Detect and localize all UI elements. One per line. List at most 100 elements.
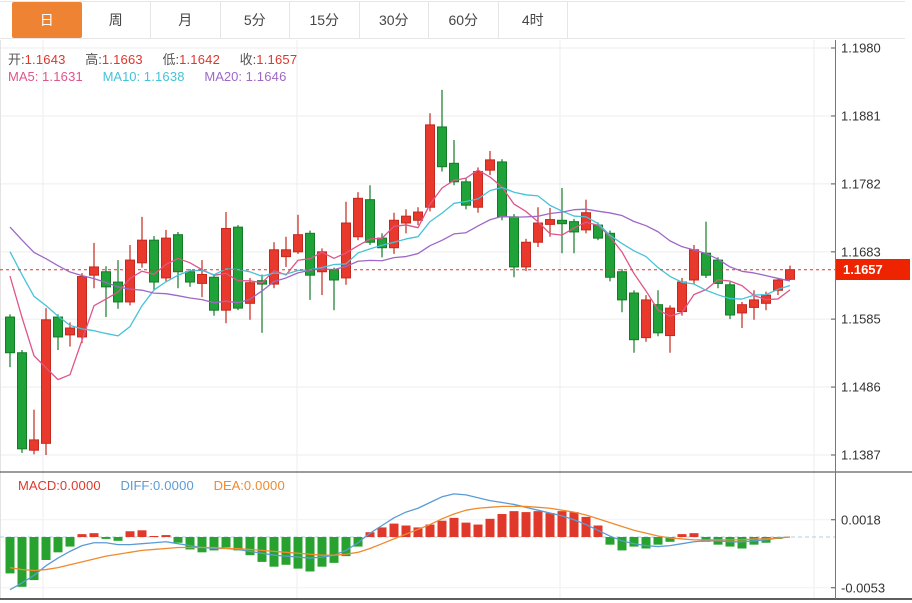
- macd-bar: [689, 533, 699, 537]
- candle-body: [485, 159, 495, 171]
- candle-body: [353, 197, 363, 238]
- macd-bar: [161, 535, 171, 537]
- macd-bar: [617, 537, 627, 551]
- macd-bar: [341, 537, 351, 557]
- close-label: 收:: [239, 52, 257, 67]
- tab-month[interactable]: 月: [151, 2, 221, 38]
- candle-body: [29, 439, 39, 451]
- candle-body: [185, 271, 195, 283]
- candle-body: [713, 259, 723, 284]
- macd-bar: [665, 537, 675, 542]
- macd-bar: [281, 537, 291, 565]
- macd-histogram: [5, 511, 783, 587]
- candle-body: [89, 266, 99, 276]
- diff-line: [9, 493, 791, 591]
- tab-60min[interactable]: 60分: [429, 2, 499, 38]
- price-axis-label: 1.1782: [841, 176, 881, 191]
- candle-body: [725, 284, 735, 316]
- macd-readout: MACD:0.0000 DIFF:0.0000 DEA:0.0000: [18, 478, 301, 493]
- low-value: 1.1642: [179, 52, 221, 67]
- macd-bar: [497, 514, 507, 537]
- ohlc-readout: 开:1.1643 高:1.1663 低:1.1642 收:1.1657: [8, 49, 313, 68]
- macd-bar: [521, 512, 531, 537]
- macd-bar: [257, 537, 267, 562]
- candle-body: [509, 216, 519, 268]
- price-axis-label: 1.1585: [841, 312, 881, 327]
- candle-body: [689, 249, 699, 281]
- high-label: 高:: [85, 52, 102, 67]
- macd-bar: [677, 534, 687, 537]
- candle-body: [617, 271, 627, 301]
- macd-bar: [77, 534, 87, 537]
- macd-bar: [41, 537, 51, 560]
- open-readout: 开:1.1643: [8, 52, 66, 67]
- macd-bar: [533, 511, 543, 537]
- price-axis-label: 1.1486: [841, 380, 881, 395]
- ma10-line: [9, 186, 791, 337]
- macd-bar: [233, 537, 243, 551]
- open-label: 开:: [8, 52, 25, 67]
- macd-bar: [581, 516, 591, 537]
- candle-body: [209, 276, 219, 311]
- candle-body: [653, 304, 663, 334]
- candle-body: [737, 304, 747, 314]
- macd-bar: [209, 537, 219, 551]
- close-value: 1.1657: [256, 52, 298, 67]
- grid: [0, 40, 835, 599]
- macd-bar: [629, 537, 639, 547]
- tab-day[interactable]: 日: [12, 2, 82, 38]
- candle-body: [665, 307, 675, 337]
- ma20-line: [9, 208, 791, 304]
- macd-bar: [389, 523, 399, 537]
- candle-body: [329, 269, 339, 281]
- timeframe-tabstrip: 日周月 5分 15分 30分 60分 4时: [0, 1, 905, 39]
- macd-bar: [473, 524, 483, 537]
- tab-week[interactable]: 周: [81, 2, 151, 38]
- candle-body: [77, 276, 87, 338]
- macd-bar: [221, 537, 231, 548]
- candle-body: [461, 181, 471, 206]
- macd-bar: [401, 525, 411, 537]
- tab-5min[interactable]: 5分: [220, 2, 290, 38]
- macd-bar: [17, 537, 27, 587]
- macd-bar: [449, 517, 459, 537]
- macd-bar: [365, 532, 375, 537]
- macd-bar: [137, 530, 147, 537]
- macd-bar: [545, 513, 555, 537]
- candle-body: [101, 271, 111, 288]
- price-axis-label: 1.1881: [841, 108, 881, 123]
- candle-body: [557, 219, 567, 225]
- macd-bar: [653, 537, 663, 545]
- macd-bar: [509, 511, 519, 537]
- macd-bar: [317, 537, 327, 567]
- candle-body: [773, 279, 783, 291]
- open-value: 1.1643: [24, 52, 66, 67]
- candle-body: [437, 126, 447, 168]
- candle-body: [389, 219, 399, 249]
- candle-body: [449, 162, 459, 183]
- macd-bar: [113, 537, 123, 541]
- candle-body: [65, 327, 75, 336]
- candlestick-series: [5, 89, 795, 455]
- candle-body: [785, 269, 795, 280]
- candle-body: [581, 212, 591, 231]
- low-readout: 低:1.1642: [162, 52, 220, 67]
- macd-bar: [149, 536, 159, 537]
- candle-body: [605, 232, 615, 278]
- tab-30min[interactable]: 30分: [359, 2, 429, 38]
- dea-line: [9, 505, 791, 572]
- low-label: 低:: [162, 52, 180, 67]
- macd-bar: [413, 527, 423, 537]
- macd-bar: [593, 525, 603, 537]
- macd-bar: [197, 537, 207, 553]
- close-readout: 收:1.1657: [240, 52, 298, 67]
- tab-15min[interactable]: 15分: [290, 2, 360, 38]
- price-axis: 1.1980 1.1881 1.1782 1.1683 1.1585 1.1486 1.13…: [831, 41, 885, 595]
- tab-4hour[interactable]: 4时: [498, 2, 568, 38]
- candle-body: [545, 219, 555, 225]
- diff-value-readout: DIFF:0.0000: [120, 478, 194, 493]
- candle-body: [473, 171, 483, 208]
- candle-body: [401, 215, 411, 224]
- macd-bar: [125, 531, 135, 537]
